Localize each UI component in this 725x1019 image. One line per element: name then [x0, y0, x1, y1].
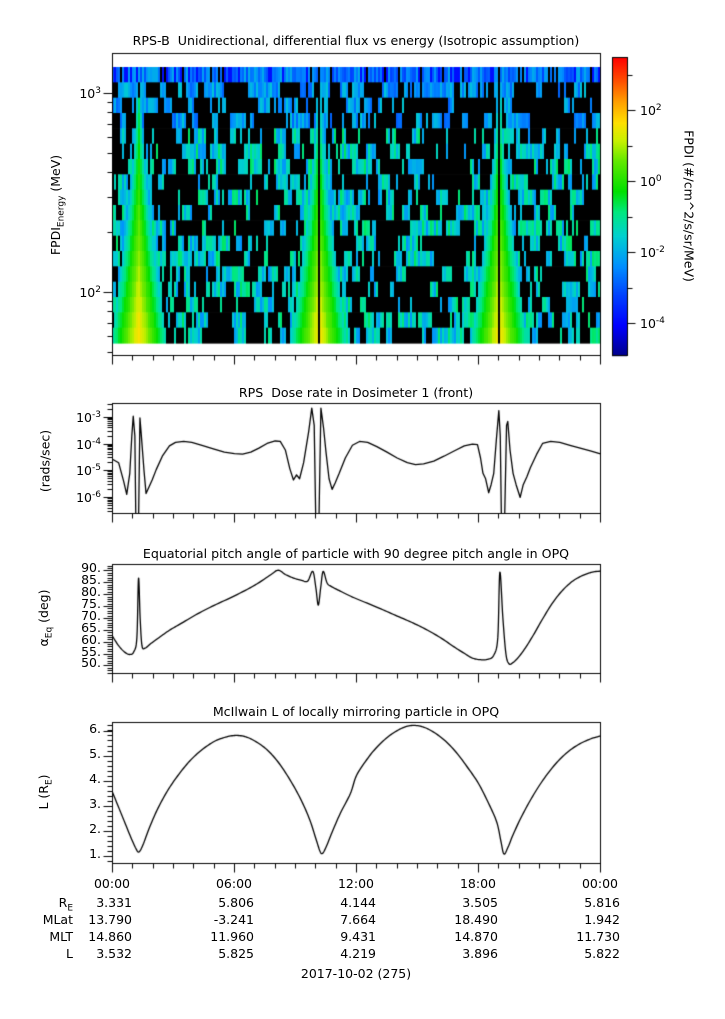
ephemeris-value: 18.490 — [454, 912, 498, 927]
y-tick-label: 80. — [81, 584, 101, 599]
ephemeris-value: 5.816 — [584, 895, 620, 910]
ephemeris-row-label: RE — [58, 895, 73, 914]
time-tick-label: 18:00 — [459, 876, 497, 891]
ephemeris-row-label: MLT — [49, 929, 73, 944]
y-tick-label: 6. — [89, 721, 101, 736]
ephemeris-row-label: MLat — [42, 912, 73, 927]
y-tick-label: 85. — [81, 572, 101, 587]
ephemeris-value: 4.144 — [340, 895, 376, 910]
colorbar-label: FPDI (#/cm^2/s/sr/MeV) — [681, 130, 697, 282]
dose-rate-title: RPS Dose rate in Dosimeter 1 (front) — [238, 385, 474, 400]
time-tick-label: 00:00 — [93, 876, 131, 891]
ephemeris-value: 11.730 — [576, 929, 620, 944]
time-tick-label: 06:00 — [215, 876, 253, 891]
ephemeris-value: 3.896 — [462, 946, 498, 961]
ephemeris-value: 3.505 — [462, 895, 498, 910]
y-tick-label: 65. — [81, 620, 101, 635]
spectrogram-title: RPS-B Unidirectional, differential flux … — [132, 33, 580, 48]
y-tick-label: 10-3 — [76, 410, 101, 426]
mcilwain-l-title: McIlwain L of locally mirroring particle… — [212, 704, 500, 719]
y-tick-label: 55. — [81, 644, 101, 659]
ephemeris-value: 4.219 — [340, 946, 376, 961]
y-tick-label: 90. — [81, 560, 101, 575]
y-tick-label: 10-4 — [76, 437, 101, 453]
ephemeris-row-label: L — [66, 946, 73, 961]
ephemeris-value: 13.790 — [88, 912, 132, 927]
y-tick-label: 5. — [89, 746, 101, 761]
ephemeris-value: 9.431 — [340, 929, 376, 944]
pitch-angle-title: Equatorial pitch angle of particle with … — [142, 546, 570, 561]
date-label: 2017-10-02 (275) — [300, 966, 412, 981]
ephemeris-value: 3.331 — [96, 895, 132, 910]
colorbar-tick-label: 100 — [640, 174, 662, 190]
ephemeris-value: 1.942 — [584, 912, 620, 927]
y-tick-label: 3. — [89, 796, 101, 811]
y-tick-label: 1. — [89, 846, 101, 861]
y-tick-label: 70. — [81, 608, 101, 623]
y-tick-label: 50. — [81, 655, 101, 670]
y-tick-label: 2. — [89, 821, 101, 836]
colorbar-tick-label: 10-4 — [640, 316, 665, 332]
colorbar-tick-label: 10-2 — [640, 245, 665, 261]
ephemeris-value: 5.822 — [584, 946, 620, 961]
time-tick-label: 12:00 — [337, 876, 375, 891]
y-tick-label: 75. — [81, 596, 101, 611]
ephemeris-value: -3.241 — [213, 912, 254, 927]
ephemeris-value: 11.960 — [210, 929, 254, 944]
ephemeris-value: 5.806 — [218, 895, 254, 910]
time-tick-label: 00:00 — [581, 876, 619, 891]
y-tick-label: 4. — [89, 771, 101, 786]
colorbar-tick-label: 102 — [640, 103, 662, 119]
ephemeris-value: 5.825 — [218, 946, 254, 961]
spectrogram-y-axis-label: FPDIEnergy (MeV) — [47, 154, 67, 256]
y-tick-label: 10-6 — [76, 490, 101, 506]
ephemeris-value: 14.860 — [88, 929, 132, 944]
y-tick-label: 102 — [79, 285, 101, 301]
ephemeris-value: 3.532 — [96, 946, 132, 961]
y-tick-label: 103 — [79, 86, 101, 102]
ephemeris-value: 14.870 — [454, 929, 498, 944]
y-tick-label: 60. — [81, 632, 101, 647]
y-tick-label: 10-5 — [76, 463, 101, 479]
ephemeris-value: 7.664 — [340, 912, 376, 927]
